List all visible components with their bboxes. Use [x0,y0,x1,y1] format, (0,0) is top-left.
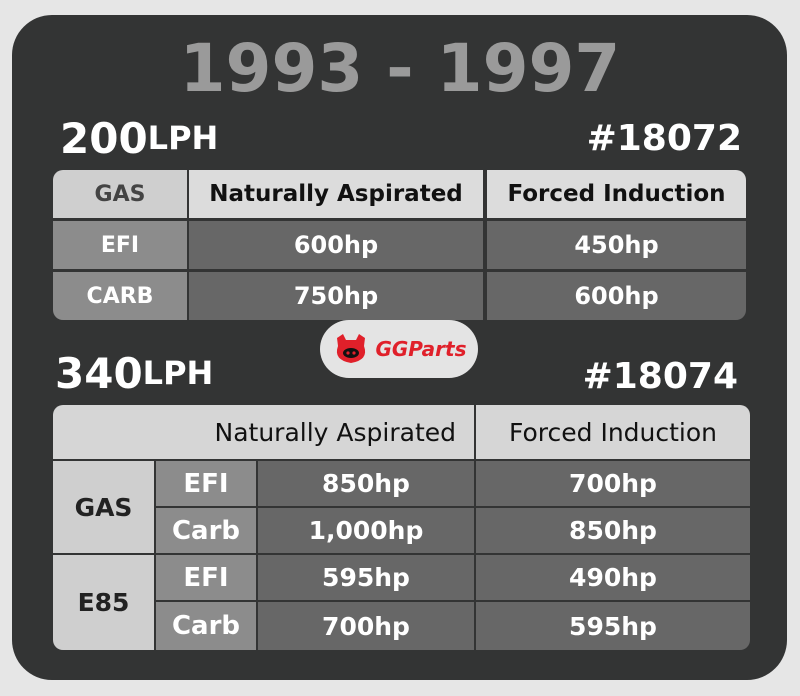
part-number: #18072 [586,117,742,159]
value-cell: 1,000hp [258,508,474,553]
flow-flow: 200 [60,113,148,163]
value-cell: 700hp [258,602,474,650]
flow-unit: LPH [142,354,214,392]
value-cell: 850hp [258,461,474,506]
fuel-label: GAS [53,461,154,553]
value-cell: 595hp [476,602,750,650]
value-cell: 700hp [476,461,750,506]
flow-flow: 340 [55,348,143,398]
logo-text: GGParts [375,337,467,361]
value-cell: 600hp [189,221,483,269]
section-heading: 200 LPH [60,110,360,166]
value-cell: 490hp [476,555,750,600]
header-cell: Naturally Aspirated [53,405,474,459]
row-label: Carb [156,602,256,650]
row-label: EFI [53,221,187,269]
header-cell: GAS [53,170,187,218]
value-cell: 600hp [487,272,746,320]
logo-icon [337,334,366,363]
value-cell: 595hp [258,555,474,600]
fuel-label: E85 [53,555,154,650]
title: 1993 - 1997 [179,29,621,107]
row-label: CARB [53,272,187,320]
value-cell: 450hp [487,221,746,269]
header-cell: Forced Induction [487,170,746,218]
row-label: EFI [156,461,256,506]
value-cell: 850hp [476,508,750,553]
section-heading: 340 LPH [55,345,355,401]
header-cell: Naturally Aspirated [189,170,483,218]
value-cell: 750hp [189,272,483,320]
row-label: EFI [156,555,256,600]
header-cell: Forced Induction [476,405,750,459]
row-label: Carb [156,508,256,553]
logo: GGParts [320,320,478,378]
flow-unit: LPH [147,119,219,157]
part-number: #18074 [582,355,738,397]
